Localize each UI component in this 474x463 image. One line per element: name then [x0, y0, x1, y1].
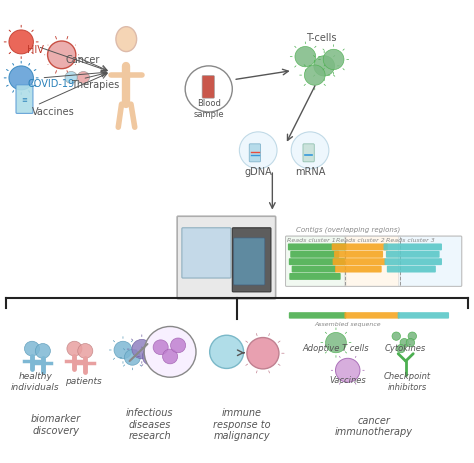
FancyBboxPatch shape: [334, 251, 383, 258]
Circle shape: [132, 340, 152, 359]
FancyBboxPatch shape: [202, 76, 214, 99]
Circle shape: [171, 338, 186, 353]
Circle shape: [304, 66, 325, 86]
Circle shape: [9, 67, 34, 91]
Circle shape: [124, 350, 140, 365]
Text: Reads cluster 1: Reads cluster 1: [287, 238, 336, 242]
Text: HIV: HIV: [27, 45, 44, 55]
Circle shape: [47, 42, 76, 69]
Circle shape: [25, 342, 39, 356]
Circle shape: [295, 47, 316, 68]
Text: Vaccines: Vaccines: [32, 107, 75, 117]
Circle shape: [408, 332, 417, 341]
Circle shape: [392, 332, 401, 341]
FancyBboxPatch shape: [289, 313, 346, 319]
Circle shape: [9, 31, 34, 55]
Text: healthy
individuals: healthy individuals: [11, 371, 60, 391]
FancyBboxPatch shape: [386, 251, 439, 258]
Circle shape: [397, 345, 405, 353]
Circle shape: [323, 50, 344, 70]
FancyBboxPatch shape: [289, 259, 345, 266]
Text: mRNA: mRNA: [295, 167, 325, 177]
Circle shape: [291, 132, 329, 169]
Circle shape: [247, 338, 279, 369]
Circle shape: [114, 342, 132, 359]
Text: Checkpoint
inhibitors: Checkpoint inhibitors: [384, 371, 431, 391]
Text: gDNA: gDNA: [244, 167, 272, 177]
FancyBboxPatch shape: [285, 237, 346, 287]
FancyBboxPatch shape: [303, 144, 314, 163]
Text: immune
response to
malignancy: immune response to malignancy: [213, 407, 271, 440]
FancyBboxPatch shape: [292, 266, 336, 273]
Circle shape: [400, 339, 409, 347]
FancyBboxPatch shape: [232, 228, 271, 292]
FancyBboxPatch shape: [16, 86, 33, 114]
FancyBboxPatch shape: [345, 313, 400, 319]
Text: Reads cluster 3: Reads cluster 3: [386, 238, 435, 242]
FancyBboxPatch shape: [332, 244, 388, 251]
Circle shape: [406, 339, 415, 347]
Text: T-cells: T-cells: [306, 33, 336, 43]
Ellipse shape: [116, 28, 137, 52]
Circle shape: [144, 327, 196, 377]
FancyBboxPatch shape: [290, 251, 339, 258]
Circle shape: [36, 344, 50, 358]
Circle shape: [65, 72, 77, 84]
Text: Adoptive T cells: Adoptive T cells: [302, 343, 369, 352]
Text: Cancer: Cancer: [65, 55, 100, 65]
Circle shape: [336, 358, 360, 382]
Circle shape: [239, 132, 277, 169]
Circle shape: [185, 67, 232, 113]
Text: biomarker
discovery: biomarker discovery: [30, 413, 81, 435]
Text: Reads cluster 2: Reads cluster 2: [336, 238, 385, 242]
Circle shape: [67, 342, 82, 356]
FancyBboxPatch shape: [383, 244, 442, 251]
FancyBboxPatch shape: [384, 259, 442, 266]
Text: cancer
immunotherapy: cancer immunotherapy: [335, 415, 413, 437]
Circle shape: [314, 56, 335, 77]
Circle shape: [163, 349, 178, 364]
FancyBboxPatch shape: [345, 237, 401, 287]
Text: ≡: ≡: [21, 97, 27, 103]
Circle shape: [153, 340, 168, 355]
Text: Contigs (overlapping regions): Contigs (overlapping regions): [296, 226, 400, 232]
Text: Cytokines: Cytokines: [385, 343, 426, 352]
Circle shape: [77, 72, 90, 84]
FancyBboxPatch shape: [387, 266, 436, 273]
Text: Therapies: Therapies: [71, 80, 119, 90]
FancyBboxPatch shape: [234, 238, 265, 285]
Text: infectious
diseases
research: infectious diseases research: [126, 407, 173, 440]
FancyBboxPatch shape: [398, 313, 449, 319]
Text: COVID-19: COVID-19: [27, 79, 74, 89]
FancyBboxPatch shape: [333, 259, 385, 266]
FancyBboxPatch shape: [249, 144, 261, 163]
Circle shape: [326, 333, 346, 353]
FancyBboxPatch shape: [177, 217, 276, 299]
Circle shape: [142, 348, 160, 365]
FancyBboxPatch shape: [399, 237, 462, 287]
Circle shape: [210, 336, 244, 369]
Text: patients: patients: [65, 376, 102, 386]
Circle shape: [78, 344, 93, 358]
FancyBboxPatch shape: [335, 266, 382, 273]
FancyBboxPatch shape: [289, 273, 341, 280]
Text: Assembled sequence: Assembled sequence: [314, 321, 381, 326]
FancyBboxPatch shape: [288, 244, 346, 251]
Text: Vaccines: Vaccines: [329, 375, 366, 384]
FancyBboxPatch shape: [182, 228, 231, 278]
Text: Blood
sample: Blood sample: [193, 99, 224, 119]
